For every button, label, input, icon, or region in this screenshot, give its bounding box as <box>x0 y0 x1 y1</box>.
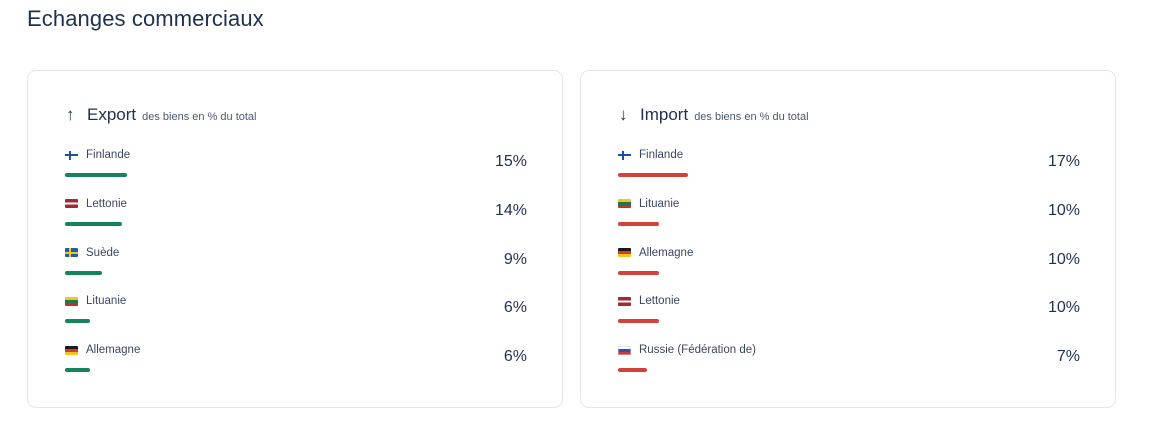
export-row: Suède 9% <box>65 247 527 296</box>
import-country-name: Finlande <box>639 149 684 161</box>
finland-flag-icon <box>65 150 78 160</box>
export-country-name: Finlande <box>86 149 131 161</box>
export-percent: 15% <box>494 153 527 170</box>
export-country-name: Allemagne <box>86 344 141 357</box>
export-country: Lituanie <box>65 295 126 307</box>
export-bar <box>65 270 102 275</box>
export-percent: 6% <box>503 348 527 366</box>
export-bar <box>65 221 123 226</box>
export-bar <box>65 319 90 324</box>
export-country: Allemagne <box>65 344 140 356</box>
import-bar <box>618 270 659 275</box>
export-percent: 9% <box>503 250 527 268</box>
export-row: Lettonie 14% <box>65 198 527 247</box>
export-subtitle: des biens en % du total <box>142 111 257 123</box>
finland-flag-icon <box>618 150 631 160</box>
import-subtitle: des biens en % du total <box>694 111 809 123</box>
export-percent: 14% <box>494 201 527 219</box>
export-bar <box>65 173 127 177</box>
import-header: ↓ Import des biens en % du total <box>619 105 809 125</box>
import-percent: 10% <box>1047 299 1080 317</box>
import-row: Finlande 17% <box>618 149 1080 198</box>
import-title: Import <box>640 105 689 124</box>
import-bar <box>618 221 659 226</box>
export-country: Finlande <box>65 149 130 161</box>
import-country-name: Allemagne <box>639 246 694 259</box>
import-percent: 10% <box>1047 250 1080 268</box>
germany-flag-icon <box>65 345 78 355</box>
import-country-name: Russie (Fédération de) <box>639 344 756 357</box>
import-country: Lituanie <box>618 198 679 210</box>
import-row: Lettonie 10% <box>618 295 1080 344</box>
export-country-name: Suède <box>86 246 120 259</box>
export-country-name: Lettonie <box>86 197 127 210</box>
import-country: Russie (Fédération de) <box>618 344 756 356</box>
import-country: Allemagne <box>618 247 693 259</box>
export-country-name: Lituanie <box>86 295 127 308</box>
latvia-flag-icon <box>618 296 631 306</box>
lithuania-flag-icon <box>65 296 78 306</box>
export-header: ↑ Export des biens en % du total <box>66 105 257 125</box>
export-title: Export <box>87 105 137 124</box>
import-bar <box>618 319 659 324</box>
import-card: ↓ Import des biens en % du total Finland… <box>580 70 1116 408</box>
import-row: Lituanie 10% <box>618 198 1080 247</box>
lithuania-flag-icon <box>618 199 631 209</box>
import-list: Finlande 17% Lituanie 10% Allemagne <box>618 149 1080 393</box>
arrow-up-icon: ↑ <box>66 105 75 124</box>
import-row: Russie (Fédération de) 7% <box>618 344 1080 393</box>
import-bar <box>618 368 647 373</box>
export-bar <box>65 368 90 373</box>
import-percent: 7% <box>1056 348 1080 366</box>
import-country: Lettonie <box>618 295 680 307</box>
export-percent: 6% <box>503 299 527 317</box>
import-country: Finlande <box>618 149 683 161</box>
section-title: Echanges commerciaux <box>27 6 264 31</box>
import-percent: 17% <box>1047 153 1080 170</box>
import-country-name: Lituanie <box>639 197 680 210</box>
sweden-flag-icon <box>65 248 78 258</box>
import-bar <box>618 173 688 177</box>
export-row: Finlande 15% <box>65 149 527 198</box>
export-country: Lettonie <box>65 198 127 210</box>
export-row: Lituanie 6% <box>65 295 527 344</box>
latvia-flag-icon <box>65 199 78 209</box>
import-percent: 10% <box>1047 201 1080 219</box>
russia-flag-icon <box>618 345 631 355</box>
export-card: ↑ Export des biens en % du total Finland… <box>27 70 563 408</box>
import-country-name: Lettonie <box>639 295 680 308</box>
arrow-down-icon: ↓ <box>619 105 628 124</box>
germany-flag-icon <box>618 248 631 258</box>
export-row: Allemagne 6% <box>65 344 527 393</box>
export-list: Finlande 15% Lettonie 14% Suède 9% <box>65 149 527 393</box>
import-row: Allemagne 10% <box>618 247 1080 296</box>
export-country: Suède <box>65 247 119 259</box>
